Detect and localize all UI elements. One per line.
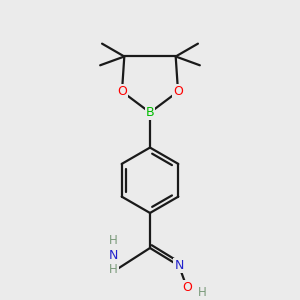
Text: H: H bbox=[197, 286, 206, 299]
Text: N: N bbox=[174, 259, 184, 272]
Text: O: O bbox=[182, 281, 192, 294]
Text: O: O bbox=[173, 85, 183, 98]
Text: B: B bbox=[146, 106, 154, 119]
Text: H: H bbox=[109, 235, 118, 248]
Text: H: H bbox=[109, 262, 118, 275]
Text: O: O bbox=[117, 85, 127, 98]
Text: N: N bbox=[109, 248, 118, 262]
